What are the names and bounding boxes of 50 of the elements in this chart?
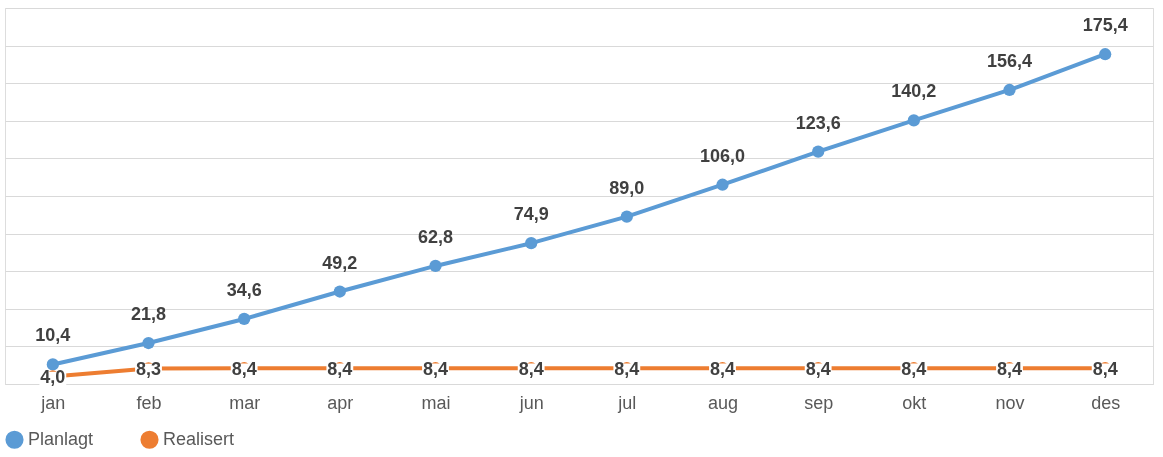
data-label: 89,0 <box>609 177 645 198</box>
data-label: 21,8 <box>130 304 167 325</box>
data-label: 175,4 <box>1082 15 1128 36</box>
point <box>620 210 633 223</box>
point <box>907 114 920 127</box>
data-label: 123,6 <box>795 112 841 133</box>
x-tick-label: nov <box>995 392 1025 413</box>
x-tick-label: okt <box>902 392 927 413</box>
point <box>429 259 442 273</box>
data-label: 8,4 <box>614 359 640 380</box>
data-label: 106,0 <box>699 145 746 166</box>
data-label: 4,0 <box>40 367 66 388</box>
data-label: 8,4 <box>805 359 831 380</box>
data-label: 8,4 <box>422 359 449 380</box>
data-label: 8,3 <box>135 359 162 380</box>
x-tick-label: apr <box>327 392 354 413</box>
data-label: 62,8 <box>417 226 454 247</box>
data-label: 10,4 <box>35 325 71 346</box>
x-tick-label: aug <box>707 392 739 413</box>
x-tick-label: jul <box>617 392 637 413</box>
point <box>716 178 729 191</box>
data-label: 140,2 <box>891 81 937 102</box>
point <box>1099 48 1112 61</box>
point <box>812 145 825 158</box>
point <box>46 358 59 371</box>
data-label: 8,4 <box>518 359 544 380</box>
point <box>1003 83 1016 97</box>
x-tick-label: des <box>1091 392 1121 413</box>
x-tick-label: jun <box>518 392 544 413</box>
data-label: 8,4 <box>231 359 257 380</box>
data-label: 8,4 <box>709 359 736 380</box>
data-label: 8,4 <box>1092 359 1118 380</box>
point <box>525 237 538 250</box>
point <box>238 312 251 326</box>
point <box>142 336 155 350</box>
legend-label: Planlagt <box>28 428 94 449</box>
data-label: 8,4 <box>996 359 1023 380</box>
x-tick-label: sep <box>804 392 834 413</box>
x-tick-label: mar <box>229 392 261 413</box>
data-label: 49,2 <box>322 252 358 273</box>
data-label: 156,4 <box>986 50 1033 71</box>
data-label: 8,4 <box>327 359 353 380</box>
data-label: 8,4 <box>901 359 927 380</box>
data-label: 74,9 <box>513 204 549 225</box>
x-tick-label: feb <box>136 392 162 413</box>
x-tick-label: jan <box>40 392 66 413</box>
point <box>333 285 346 298</box>
data-label: 34,6 <box>226 279 262 300</box>
legend-label: Realisert <box>163 428 235 449</box>
x-tick-label: mai <box>421 392 451 413</box>
